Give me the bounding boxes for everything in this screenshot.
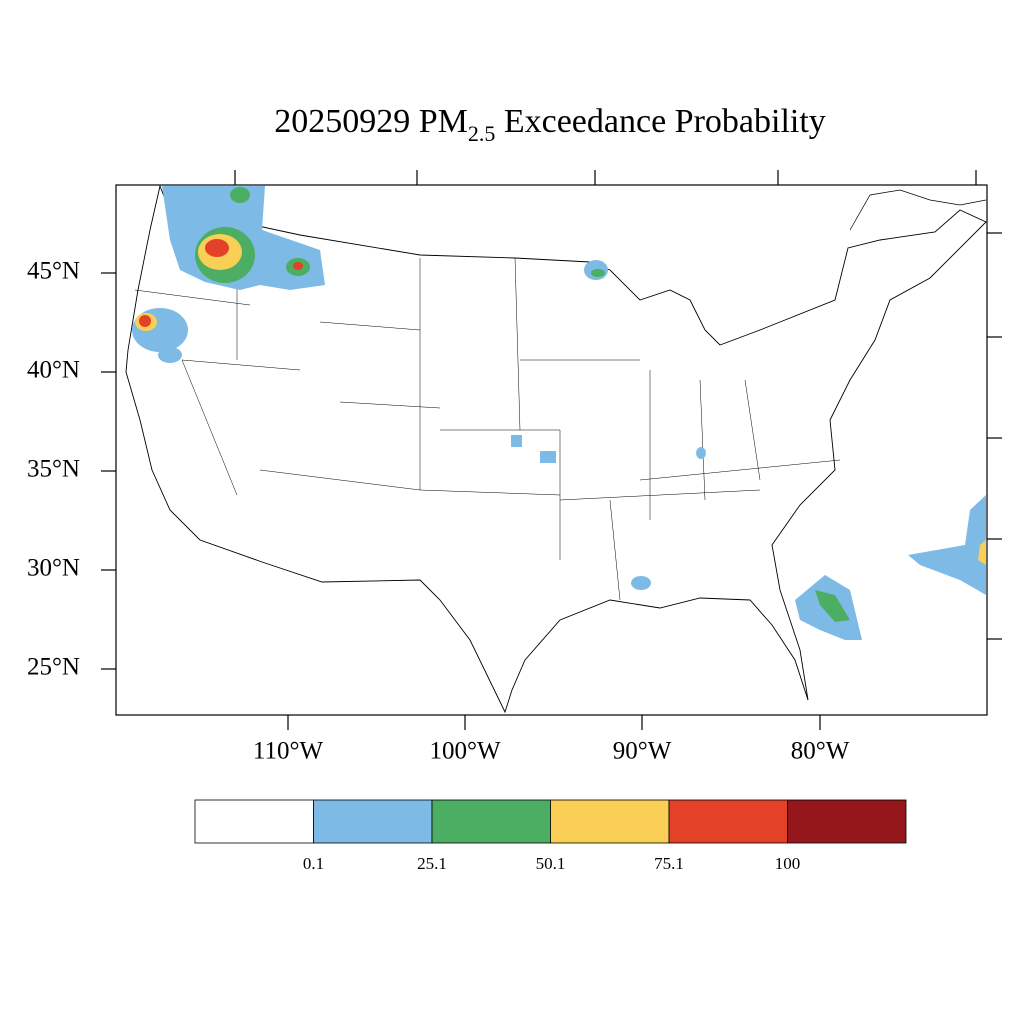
map-frame bbox=[115, 184, 988, 716]
lon-label: 80°W bbox=[791, 738, 850, 765]
lon-label: 100°W bbox=[429, 738, 500, 765]
basemap bbox=[125, 184, 987, 714]
colorbar-box bbox=[787, 799, 907, 844]
title: 20250929 PM2.5 Exceedance Probability bbox=[274, 103, 826, 146]
area-mo bbox=[540, 451, 556, 463]
frame-ticks bbox=[101, 170, 1002, 730]
area-nw-core bbox=[205, 239, 229, 257]
area-n bbox=[230, 187, 250, 203]
lat-label: 35°N bbox=[27, 456, 80, 483]
title-rest: Exceedance Probability bbox=[495, 103, 825, 140]
probability-areas bbox=[132, 186, 986, 640]
colorbar-box bbox=[194, 799, 314, 844]
colorbar-label: 50.1 bbox=[536, 854, 566, 873]
colorbar-box bbox=[668, 799, 788, 844]
lat-label: 25°N bbox=[27, 654, 80, 681]
canada-coast bbox=[849, 189, 987, 231]
colorbar-box bbox=[431, 799, 551, 844]
area-mn-mid bbox=[591, 269, 605, 277]
axis-labels: 45°N 40°N 35°N 30°N 25°N 110°W 100°W 90°W 80°W bbox=[27, 258, 850, 765]
colorbar-box bbox=[550, 799, 670, 844]
lat-label: 45°N bbox=[27, 258, 80, 285]
colorbar-label: 0.1 bbox=[303, 854, 324, 873]
area-gulf bbox=[631, 576, 651, 590]
state-lines bbox=[134, 230, 841, 601]
colorbar-box bbox=[313, 799, 433, 844]
title-subscript: 2.5 bbox=[468, 121, 496, 146]
lat-label: 40°N bbox=[27, 357, 80, 384]
lon-label: 90°W bbox=[613, 738, 672, 765]
area-or2 bbox=[158, 347, 182, 363]
area-bahamas-mid bbox=[815, 590, 850, 622]
title-main: 20250929 PM bbox=[274, 103, 468, 140]
colorbar-label: 100 bbox=[775, 854, 801, 873]
lon-label: 110°W bbox=[253, 738, 324, 765]
area-ks bbox=[511, 435, 522, 447]
area-or-core bbox=[139, 315, 151, 327]
area-atlantic bbox=[908, 495, 986, 595]
lat-label: 30°N bbox=[27, 555, 80, 582]
area-atlantic-high bbox=[978, 540, 986, 565]
area-ky bbox=[696, 447, 706, 459]
area-mt-core bbox=[293, 262, 303, 270]
colorbar: 0.1 25.1 50.1 75.1 100 bbox=[194, 799, 907, 873]
colorbar-label: 75.1 bbox=[654, 854, 684, 873]
colorbar-label: 25.1 bbox=[417, 854, 447, 873]
us-outline bbox=[125, 184, 987, 714]
